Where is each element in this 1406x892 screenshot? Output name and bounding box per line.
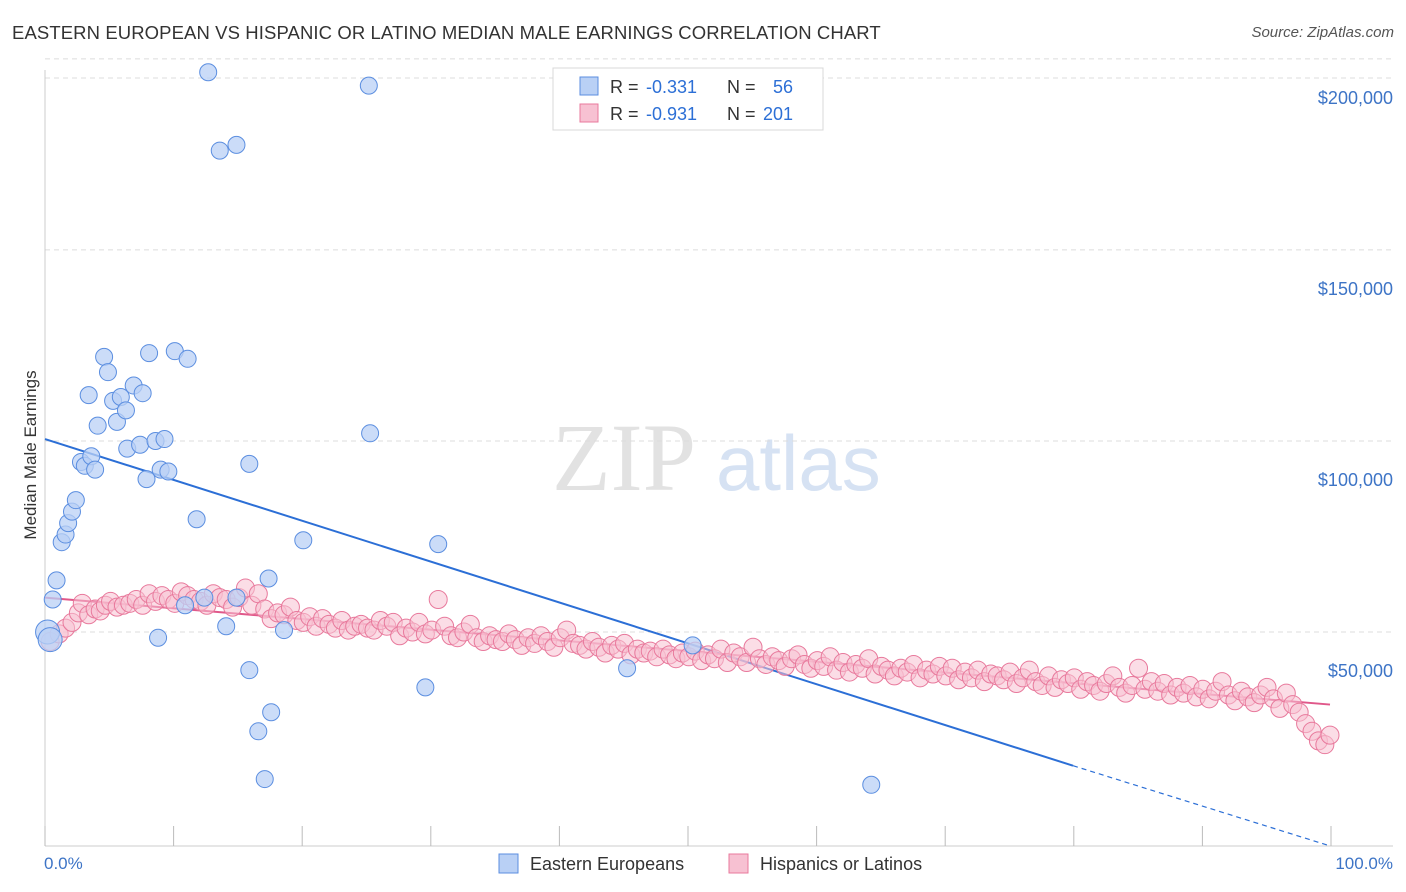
stats-legend: R = -0.331 N = 56 R = -0.931 N = 201 (552, 67, 824, 131)
stats-n-label-eastern: N = (727, 77, 756, 97)
y-tick-label-100k: $100,000 (1318, 470, 1393, 490)
point-eastern (255, 770, 274, 789)
point-eastern (195, 588, 214, 607)
point-eastern (47, 571, 66, 590)
point-eastern (240, 454, 259, 473)
axes (44, 70, 1393, 847)
point-eastern (227, 588, 246, 607)
stats-r-value-hispanic: -0.931 (646, 104, 697, 124)
point-eastern (361, 424, 380, 443)
stats-swatch-eastern (579, 76, 599, 96)
stats-n-value-hispanic: 201 (763, 104, 793, 124)
stats-n-label-hispanic: N = (727, 104, 756, 124)
point-eastern (210, 141, 229, 160)
point-eastern (155, 430, 174, 449)
point-eastern (249, 722, 268, 741)
point-eastern (79, 386, 98, 405)
gridlines (45, 58, 1393, 633)
point-eastern (176, 596, 195, 615)
y-tick-label-150k: $150,000 (1318, 279, 1393, 299)
point-eastern (359, 76, 378, 95)
point-eastern (98, 363, 117, 382)
point-eastern (116, 401, 135, 420)
series-legend: Eastern Europeans Hispanics or Latinos (498, 853, 922, 874)
point-hispanic (1320, 725, 1340, 745)
point-eastern (66, 491, 85, 510)
x-tick-label-min: 0.0% (44, 854, 83, 873)
point-eastern (86, 460, 105, 479)
point-eastern (178, 349, 197, 368)
point-eastern (149, 628, 168, 647)
point-eastern (275, 621, 294, 640)
point-eastern (199, 63, 218, 82)
point-eastern (259, 569, 278, 588)
source-label: Source: ZipAtlas.com (1251, 24, 1394, 41)
stats-swatch-hispanic (579, 103, 599, 123)
point-eastern (88, 416, 107, 435)
point-hispanic (428, 590, 448, 609)
point-eastern (429, 535, 448, 554)
chart-title: EASTERN EUROPEAN VS HISPANIC OR LATINO M… (12, 22, 881, 43)
stats-r-value-eastern: -0.331 (646, 77, 697, 97)
point-eastern (416, 678, 435, 697)
legend-label-eastern: Eastern Europeans (530, 854, 684, 874)
point-hispanic (1129, 658, 1149, 678)
point-eastern (159, 462, 178, 481)
series-hispanics-points (40, 578, 1340, 755)
point-eastern (187, 510, 206, 529)
stats-r-label-hispanic: R = (610, 104, 639, 124)
y-axis-title: Median Male Earnings (21, 370, 40, 539)
stats-r-label-eastern: R = (610, 77, 639, 97)
point-eastern (217, 617, 236, 636)
point-eastern (683, 636, 702, 655)
y-tick-label-50k: $50,000 (1328, 661, 1393, 681)
point-eastern (137, 470, 156, 489)
point-eastern (95, 347, 114, 366)
watermark-zip: ZIP (552, 404, 696, 511)
x-tick-label-max: 100.0% (1335, 854, 1393, 873)
point-eastern (862, 775, 881, 794)
point-eastern (37, 627, 63, 653)
trend-line-eastern-extension (1072, 765, 1331, 847)
y-tick-label-200k: $200,000 (1318, 88, 1393, 108)
point-eastern (294, 531, 313, 550)
point-eastern (227, 135, 246, 154)
legend-swatch-hispanic (728, 853, 749, 874)
point-eastern (43, 590, 62, 609)
trend-line-eastern (44, 438, 1074, 767)
legend-swatch-eastern (498, 853, 519, 874)
point-eastern (131, 435, 150, 454)
watermark-atlas: atlas (716, 419, 881, 507)
point-eastern (618, 659, 637, 678)
stats-n-value-eastern: 56 (773, 77, 793, 97)
legend-label-hispanic: Hispanics or Latinos (760, 854, 922, 874)
point-eastern (240, 661, 259, 680)
point-eastern (262, 703, 281, 722)
series-eastern-points (35, 63, 881, 794)
point-eastern (133, 384, 152, 403)
point-eastern (140, 344, 159, 363)
